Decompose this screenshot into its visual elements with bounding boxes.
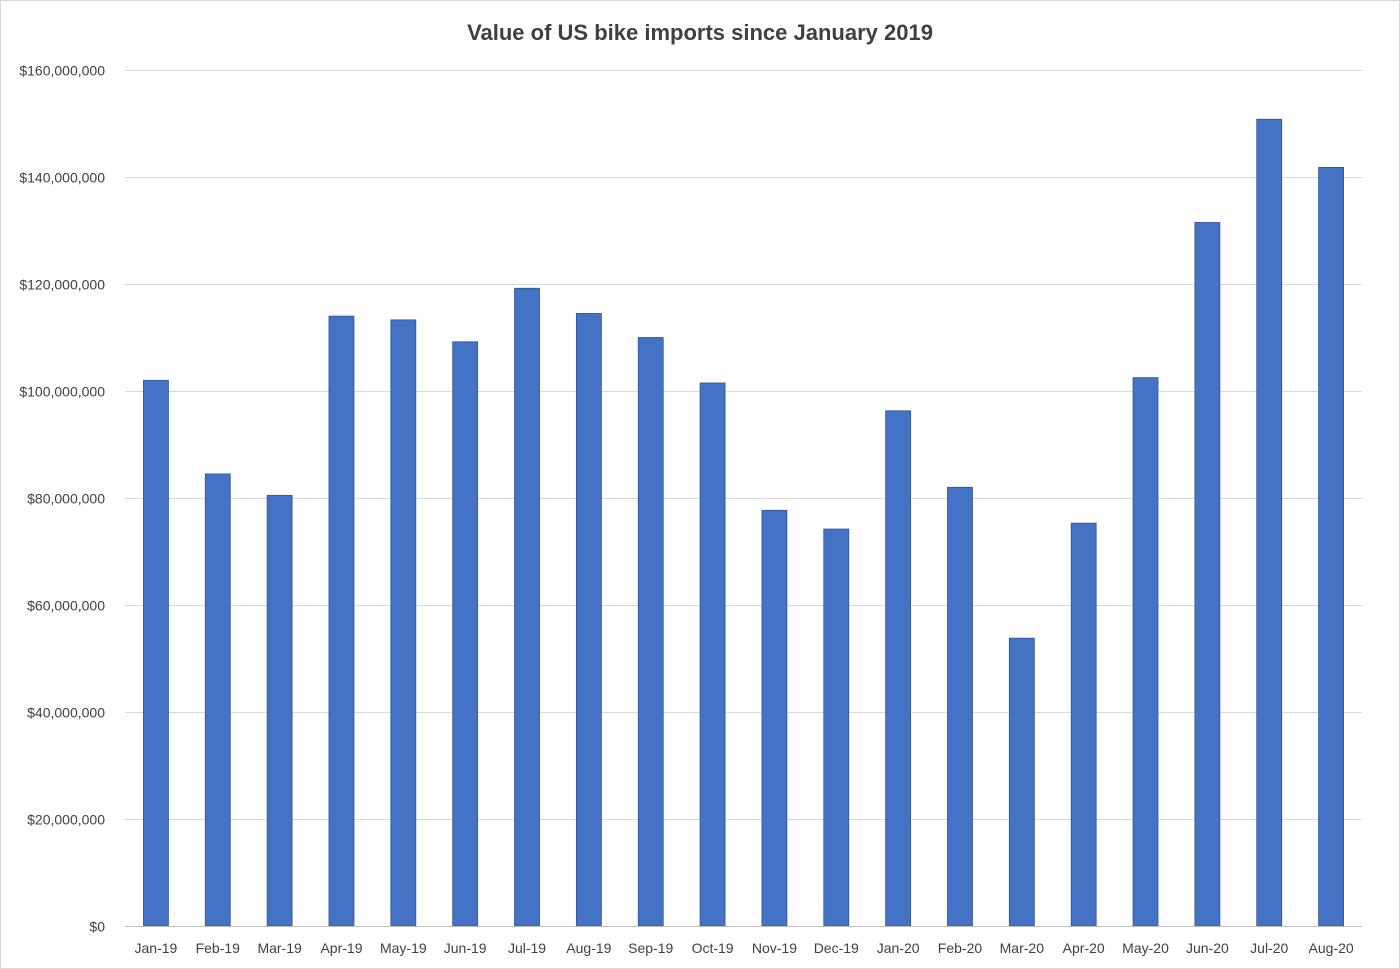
bar-aug-19 bbox=[575, 313, 602, 927]
bar-jul-20 bbox=[1256, 118, 1283, 927]
x-tick-label: May-19 bbox=[380, 940, 427, 956]
x-tick-label: May-20 bbox=[1122, 940, 1169, 956]
x-tick-label: Apr-19 bbox=[320, 940, 362, 956]
y-tick-label: $160,000,000 bbox=[19, 63, 105, 79]
y-tick-label: $80,000,000 bbox=[27, 491, 105, 507]
y-tick-label: $0 bbox=[89, 919, 105, 935]
x-tick-label: Jul-19 bbox=[508, 940, 546, 956]
bar-mar-19 bbox=[266, 494, 293, 927]
x-axis: Jan-19 Feb-19 Mar-19 Apr-19 May-19 Jun-19 Jul-… bbox=[125, 926, 1362, 956]
x-tick-label: Mar-20 bbox=[1000, 940, 1045, 956]
bar-nov-19 bbox=[761, 509, 788, 927]
y-tick-label: $20,000,000 bbox=[27, 812, 105, 828]
x-tick-label: Jun-19 bbox=[444, 940, 487, 956]
y-tick-label: $60,000,000 bbox=[27, 598, 105, 614]
bar-may-19 bbox=[390, 319, 417, 927]
x-tick-label: Jan-20 bbox=[877, 940, 920, 956]
bar-jan-20 bbox=[885, 410, 912, 927]
bar-sep-19 bbox=[637, 337, 664, 927]
bar-jan-19 bbox=[143, 379, 169, 927]
x-tick-label: Jan-19 bbox=[135, 940, 178, 956]
chart-title: Value of US bike imports since January 2… bbox=[467, 20, 933, 45]
x-tick-label: Feb-20 bbox=[938, 940, 983, 956]
bar-may-20 bbox=[1132, 377, 1159, 927]
bar-jun-19 bbox=[452, 341, 479, 927]
x-tick-label: Sep-19 bbox=[628, 940, 673, 956]
x-tick-label: Aug-20 bbox=[1309, 940, 1354, 956]
y-tick-label: $120,000,000 bbox=[19, 277, 105, 293]
x-tick-label: Feb-19 bbox=[196, 940, 241, 956]
x-tick-label: Apr-20 bbox=[1063, 940, 1105, 956]
bar-aug-20 bbox=[1318, 166, 1344, 927]
y-tick-label: $40,000,000 bbox=[27, 705, 105, 721]
x-tick-label: Nov-19 bbox=[752, 940, 797, 956]
bars bbox=[143, 118, 1344, 927]
y-tick-label: $100,000,000 bbox=[19, 384, 105, 400]
bar-jun-20 bbox=[1194, 222, 1221, 927]
x-tick-label: Jul-20 bbox=[1250, 940, 1288, 956]
x-tick-label: Dec-19 bbox=[814, 940, 859, 956]
y-tick-label: $140,000,000 bbox=[19, 170, 105, 186]
y-axis: $0 $20,000,000 $40,000,000 $60,000,000 $80,0… bbox=[19, 63, 105, 935]
bar-feb-19 bbox=[204, 473, 231, 927]
bar-dec-19 bbox=[823, 528, 850, 927]
bar-mar-20 bbox=[1008, 637, 1035, 927]
bar-apr-20 bbox=[1070, 522, 1097, 927]
x-tick-label: Jun-20 bbox=[1186, 940, 1229, 956]
gridlines bbox=[125, 70, 1362, 820]
bar-feb-20 bbox=[947, 486, 973, 927]
bar-apr-19 bbox=[328, 315, 355, 927]
x-tick-label: Mar-19 bbox=[257, 940, 302, 956]
bar-oct-19 bbox=[699, 382, 726, 927]
x-tick-label: Oct-19 bbox=[692, 940, 734, 956]
bar-jul-19 bbox=[514, 287, 540, 927]
x-tick-label: Aug-19 bbox=[566, 940, 611, 956]
